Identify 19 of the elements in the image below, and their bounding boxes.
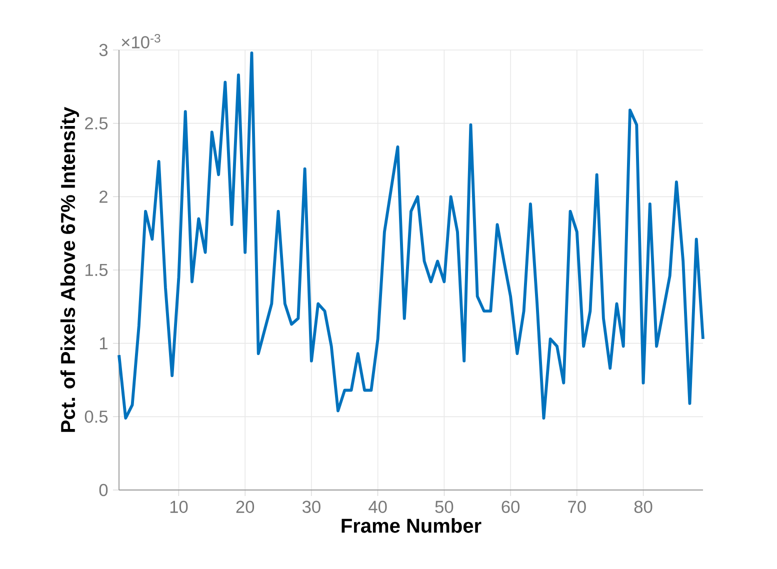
x-tick-label: 80	[634, 500, 652, 513]
y-tick-label: 0	[99, 484, 108, 496]
y-tick-label: 1.5	[86, 264, 108, 276]
y-tick-label: 2.5	[85, 117, 108, 130]
x-tick-label: 10	[170, 500, 188, 513]
y-tick-label: 2	[100, 190, 108, 203]
line-series	[118, 51, 704, 420]
x-tick-label: 50	[435, 500, 454, 513]
y-tick-label: 1	[100, 337, 108, 350]
y-tick-label: 3	[99, 44, 108, 56]
x-tick-label: 40	[368, 500, 387, 513]
x-tick-label: 20	[236, 500, 254, 513]
x-tick-label: 70	[568, 500, 586, 513]
y-tick-label: 0.5	[84, 410, 108, 423]
x-tick-label: 30	[302, 500, 320, 513]
x-axis-title: Frame Number	[342, 518, 482, 533]
x-tick-label: 60	[502, 500, 520, 513]
text: ×10$^{-3}$	[122, 34, 160, 48]
y-axis-title: Pct. of Pixels Above 67% Intensity	[60, 106, 80, 432]
